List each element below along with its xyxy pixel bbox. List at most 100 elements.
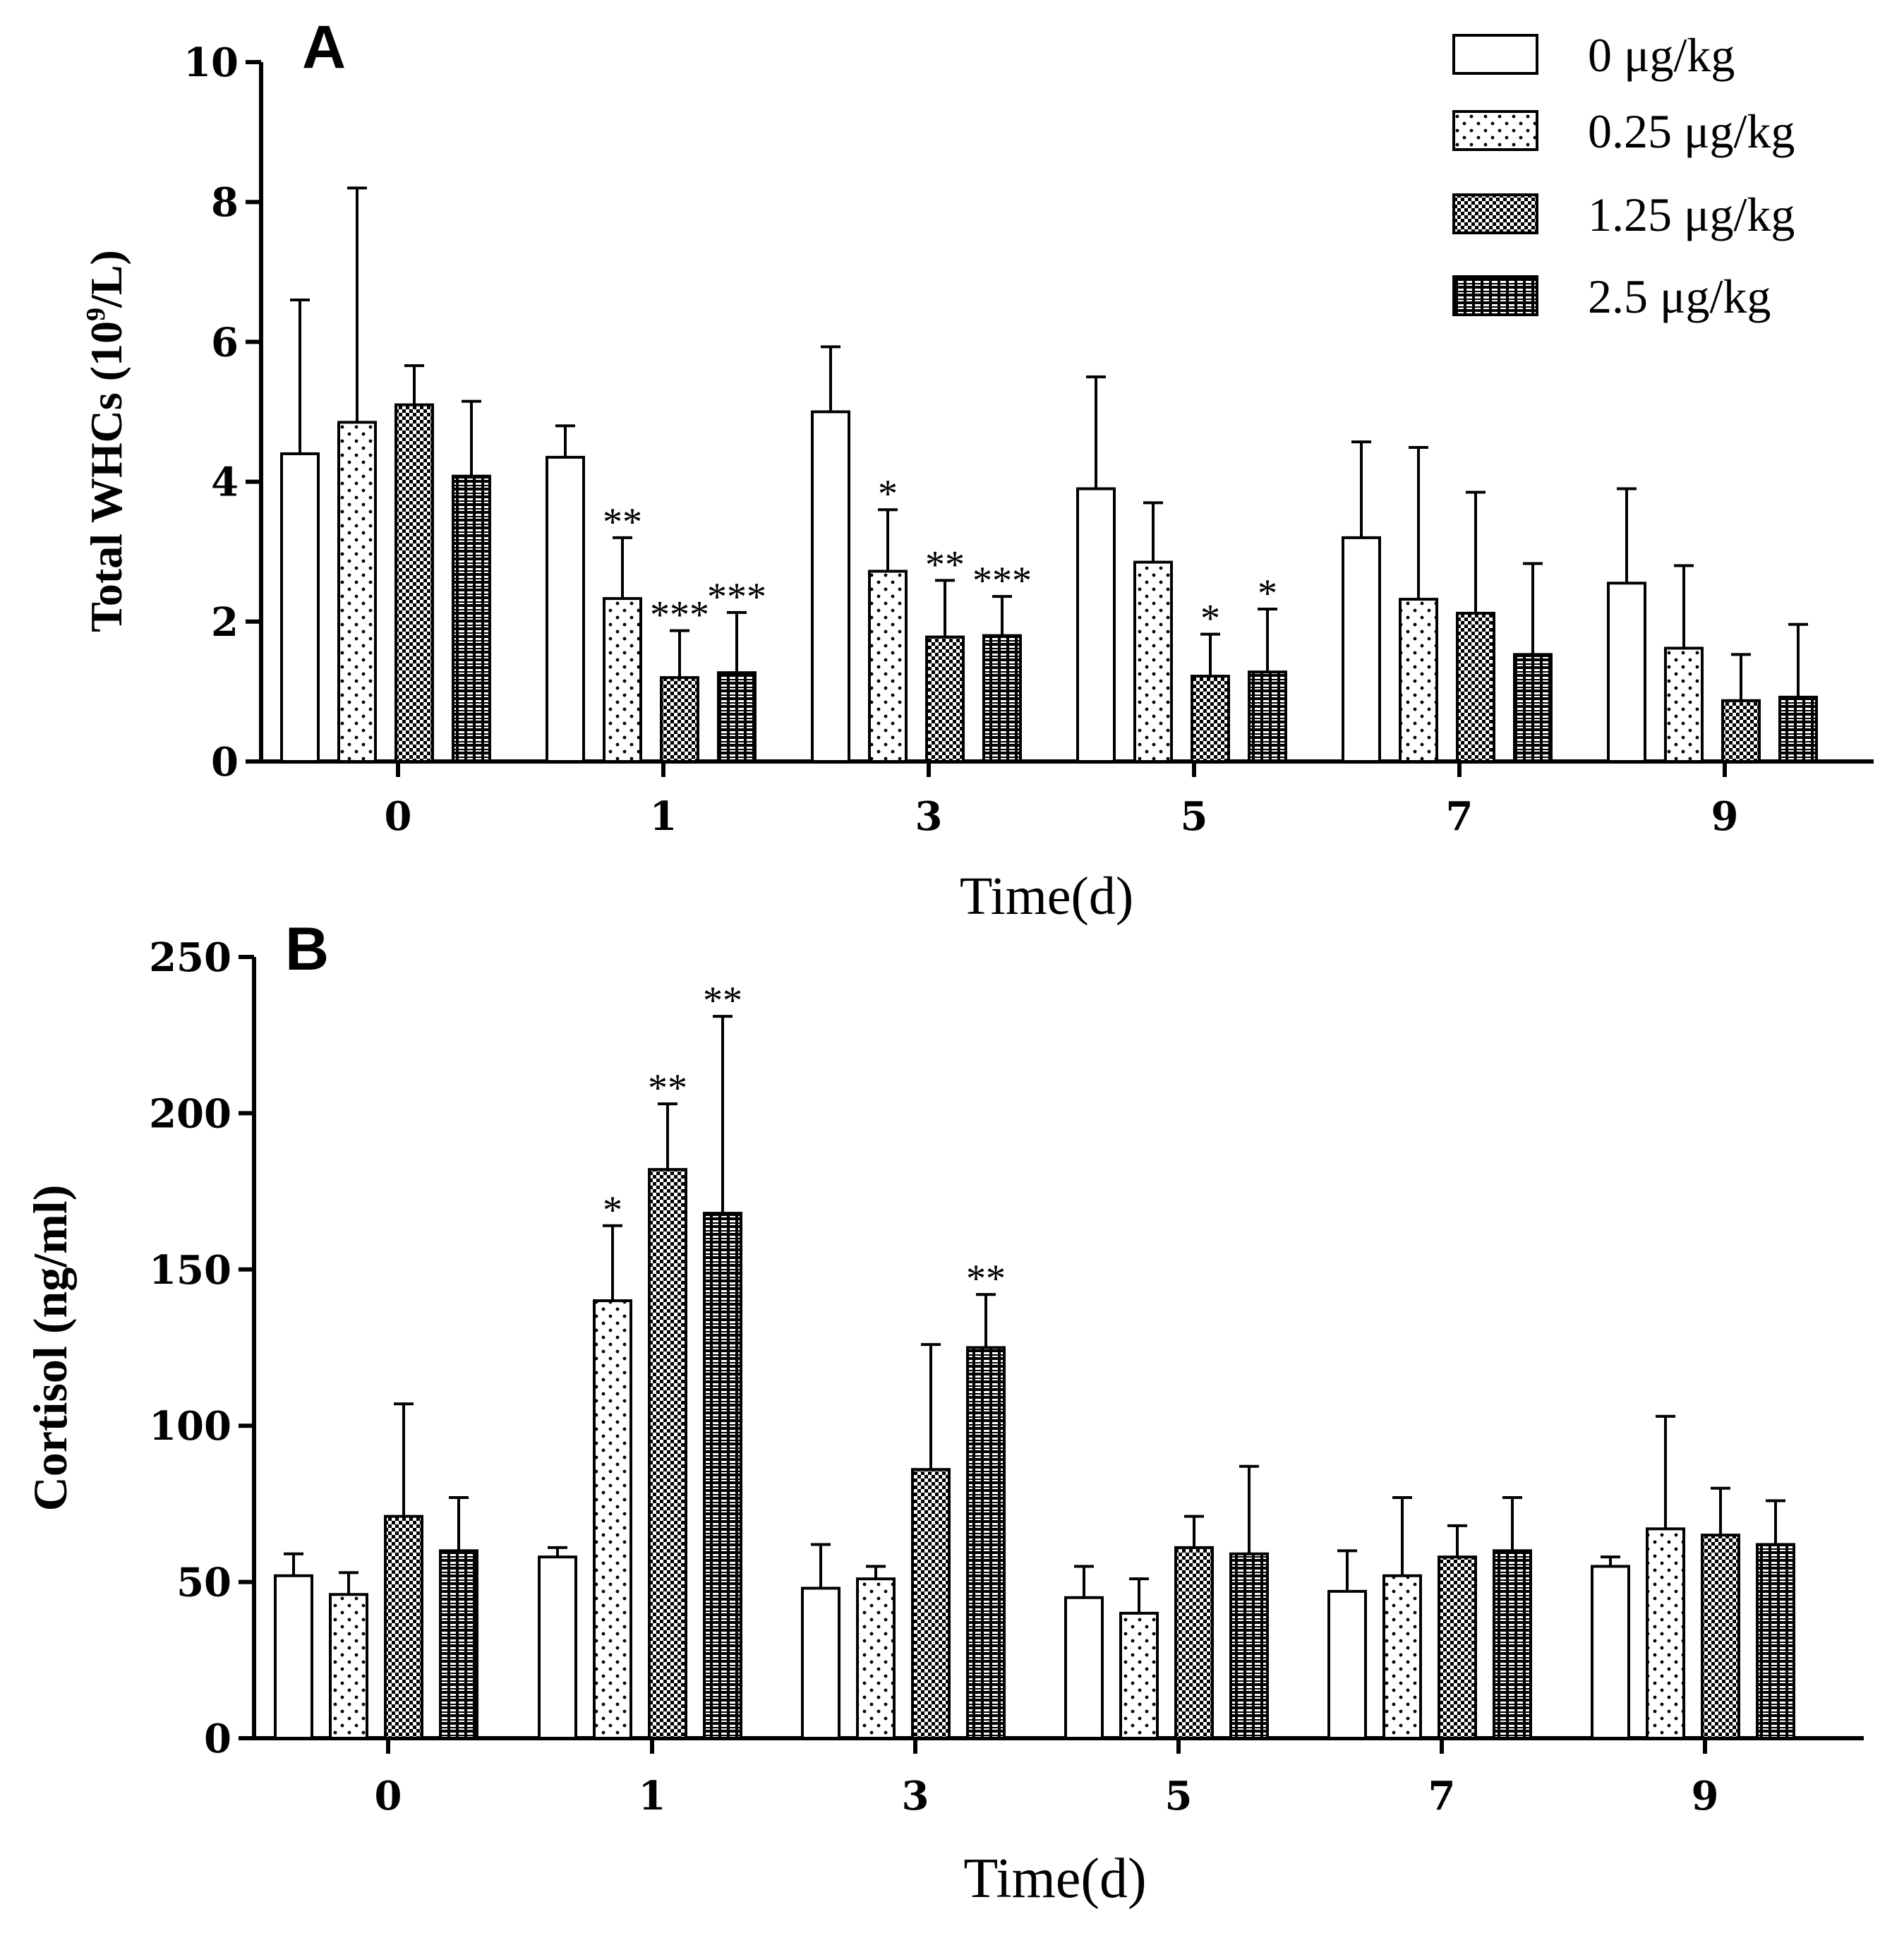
legend-label-2: 1.25 μg/kg: [1588, 188, 1795, 241]
panel-b-x-axis-title: Time(d): [963, 1848, 1146, 1910]
panel-a-bar-3-s3: [982, 634, 1022, 763]
panel-a-bar-0-s3: [452, 474, 491, 763]
panel-a-bar-3-s1: [868, 570, 908, 763]
panel-a-bar-3-s0: [811, 410, 850, 763]
panel-b-y-axis-title: Cortisol (ng/ml): [23, 1185, 77, 1512]
panel-b-x-ticks: 0 1 3 5 7 9: [375, 1738, 1719, 1819]
panel-b-bar-5-s3: [1229, 1552, 1269, 1740]
panel-a-y-tick-label: 0: [211, 739, 239, 785]
panel-a-significance-mark: **: [925, 543, 965, 586]
legend-label-0: 0 μg/kg: [1588, 28, 1735, 82]
panel-b-bar-5-s0: [1064, 1596, 1104, 1740]
panel-a-bar-1-s1: [603, 597, 642, 763]
panel-b-bar-3-s0: [801, 1586, 840, 1740]
panel-a-y-axis-title: Total WHCs (109/L): [81, 250, 131, 632]
panel-b-bar-1-s0: [538, 1555, 577, 1740]
panel-a-bars: ************ *** *: [280, 186, 1818, 764]
panel-b-bar-9-s2: [1701, 1534, 1740, 1740]
panel-b-bar-0-s0: [274, 1574, 313, 1740]
legend-label-1: 0.25 μg/kg: [1588, 104, 1795, 158]
panel-b-bar-0-s1: [329, 1593, 368, 1740]
panel-b-bar-0-s2: [384, 1515, 423, 1740]
panel-a-y-title-main: Total WHCs (10: [81, 321, 131, 632]
panel-a-significance-mark: *: [878, 472, 898, 516]
panel-a-y-title-sup: 9: [81, 308, 111, 321]
panel-b-y-tick-label: 100: [149, 1403, 231, 1450]
panel-b-x-tick-label: 3: [902, 1773, 929, 1819]
panel-a-x-ticks: 0 1 3 5 7 9: [385, 761, 1739, 840]
panel-a-y-ticks: 0 2 4 6 8 10: [183, 40, 261, 785]
panel-b-significance-mark: **: [648, 1066, 687, 1110]
panel-a-y-tick-label: 4: [211, 459, 239, 506]
panel-b-y-tick-label: 150: [149, 1247, 231, 1294]
panel-a-significance-mark: ***: [707, 575, 766, 619]
panel-b-x-tick-label: 7: [1428, 1773, 1456, 1819]
panel-b-bar-5-s2: [1174, 1546, 1214, 1740]
legend-swatch-2: [1452, 193, 1538, 234]
panel-a-y-tick-label: 2: [211, 599, 239, 646]
panel-b-bar-1-s1: [593, 1299, 632, 1740]
panel-a-bar-1-s2: [660, 676, 699, 764]
panel-a-x-tick-label: 0: [385, 793, 412, 840]
panel-a-bar-7-s1: [1399, 598, 1438, 764]
panel-a-bar-3-s2: [925, 635, 965, 763]
panel-a-bar-5-s2: [1191, 675, 1230, 764]
panel-b-bar-3-s2: [911, 1468, 951, 1740]
panel-b-x-tick-label: 5: [1165, 1773, 1193, 1819]
panel-a-bar-7-s2: [1456, 611, 1495, 764]
panel-a-bar-9-s1: [1664, 646, 1704, 764]
panel-a-bar-5-s3: [1248, 670, 1287, 763]
panel-b-bar-7-s3: [1493, 1549, 1532, 1740]
legend-label-3: 2.5 μg/kg: [1588, 270, 1771, 323]
legend-item-3: 2.5 μg/kg: [1452, 270, 1771, 323]
legend-swatch-3: [1452, 275, 1538, 316]
panel-b-bar-1-s2: [648, 1168, 687, 1740]
panel-a-significance-mark: ***: [972, 559, 1032, 603]
panel-b-y-tick-label: 0: [204, 1716, 231, 1762]
panel-b-y-ticks: 0 50 100 150 200 250: [149, 934, 254, 1762]
panel-b-x-tick-label: 1: [639, 1773, 666, 1819]
panel-b-x-tick-label: 9: [1692, 1773, 1719, 1819]
panel-a-x-tick-label: 7: [1446, 793, 1474, 840]
panel-b-bar-5-s1: [1119, 1611, 1159, 1740]
panel-a-x-axis-title: Time(d): [960, 867, 1133, 926]
panel-b-significance-mark: *: [603, 1188, 622, 1232]
panel-a-y-title-tail: /L): [81, 250, 131, 308]
panel-a-bar-0-s1: [337, 421, 377, 763]
panel-a-bar-1-s0: [546, 455, 585, 763]
panel-a-x-tick-label: 3: [915, 793, 943, 840]
panel-a-x-tick-label: 9: [1711, 793, 1739, 840]
panel-b-y-tick-label: 250: [149, 934, 231, 981]
panel-b-bar-7-s0: [1327, 1589, 1367, 1740]
panel-b-y-tick-label: 50: [176, 1560, 231, 1606]
panel-b-significance-mark: **: [703, 979, 742, 1023]
panel-b-bar-9-s0: [1591, 1565, 1630, 1740]
panel-b-significance-mark: **: [966, 1257, 1006, 1301]
panel-a-y-tick-label: 10: [183, 40, 239, 86]
legend-swatch-0: [1452, 34, 1538, 75]
panel-b-bar-7-s1: [1382, 1574, 1422, 1740]
panel-b-bar-9-s1: [1646, 1527, 1685, 1740]
panel-a-significance-mark: **: [603, 500, 642, 544]
panel-a-bar-0-s0: [280, 452, 320, 764]
legend: 0 μg/kg 0.25 μg/kg 1.25 μg/kg 2.5 μg/kg: [1452, 28, 1795, 323]
panel-b-bar-0-s3: [439, 1549, 478, 1740]
panel-b-letter: B: [285, 915, 329, 983]
panel-a-significance-mark: *: [1258, 572, 1277, 615]
panel-a-bar-9-s2: [1721, 699, 1761, 764]
panel-a-bar-5-s1: [1133, 560, 1173, 763]
panel-a-significance-mark: ***: [650, 594, 709, 637]
legend-item-1: 0.25 μg/kg: [1452, 104, 1795, 158]
panel-a-y-tick-label: 6: [211, 319, 239, 366]
panel-b-bar-9-s3: [1756, 1543, 1795, 1740]
panel-a-bar-5-s0: [1076, 487, 1116, 763]
panel-b-bar-3-s1: [856, 1577, 896, 1740]
panel-b-x-tick-label: 0: [375, 1773, 402, 1819]
panel-a-bar-7-s3: [1513, 653, 1553, 764]
panel-a-letter: A: [302, 13, 346, 81]
panel-a-bar-9-s3: [1778, 695, 1818, 763]
panel-b-bars: *******: [274, 979, 1795, 1740]
